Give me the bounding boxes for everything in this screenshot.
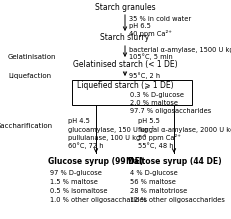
Text: 40 ppm Ca²⁺: 40 ppm Ca²⁺ bbox=[129, 30, 172, 37]
Text: glucoamylase, 150 U kg⁻¹: glucoamylase, 150 U kg⁻¹ bbox=[68, 126, 154, 133]
Text: Gelatinised starch (< 1 DE): Gelatinised starch (< 1 DE) bbox=[73, 60, 177, 69]
Text: bacterial α-amylase, 1500 U kg⁻¹: bacterial α-amylase, 1500 U kg⁻¹ bbox=[129, 46, 231, 53]
Text: 12 % other oligosaccharides: 12 % other oligosaccharides bbox=[130, 197, 225, 203]
Text: 55°C, 48 h: 55°C, 48 h bbox=[138, 142, 173, 149]
Text: Gelatinisation: Gelatinisation bbox=[8, 54, 56, 60]
Text: 56 % maltose: 56 % maltose bbox=[130, 179, 176, 185]
Text: 2.0 % maltose: 2.0 % maltose bbox=[130, 100, 178, 106]
Text: Maltose syrup (44 DE): Maltose syrup (44 DE) bbox=[126, 157, 222, 166]
Text: Starch granules: Starch granules bbox=[95, 2, 155, 12]
Text: Liquefied starch (⩾ 1 DE): Liquefied starch (⩾ 1 DE) bbox=[77, 81, 173, 90]
Text: 97.7 % oligosaccharides: 97.7 % oligosaccharides bbox=[130, 108, 211, 114]
Text: pH 4.5: pH 4.5 bbox=[68, 118, 90, 124]
Text: 35 % in cold water: 35 % in cold water bbox=[129, 16, 191, 22]
Text: 0.5 % isomaltose: 0.5 % isomaltose bbox=[50, 188, 107, 194]
Text: 60°C, 72 h: 60°C, 72 h bbox=[68, 142, 103, 149]
Text: pH 5.5: pH 5.5 bbox=[138, 118, 160, 124]
Text: pullulanase, 100 U kg⁻¹: pullulanase, 100 U kg⁻¹ bbox=[68, 134, 146, 141]
Text: 105°C, 5 min: 105°C, 5 min bbox=[129, 53, 173, 60]
Text: pH 6.5: pH 6.5 bbox=[129, 23, 151, 29]
Text: fungal α-amylase, 2000 U kg⁻¹: fungal α-amylase, 2000 U kg⁻¹ bbox=[138, 126, 231, 133]
Text: 95°C, 2 h: 95°C, 2 h bbox=[129, 72, 160, 79]
Bar bbox=[72, 80, 192, 105]
Text: Saccharification: Saccharification bbox=[0, 123, 53, 129]
Text: Glucose syrup (99 DE): Glucose syrup (99 DE) bbox=[48, 157, 144, 166]
Text: 28 % maltotriose: 28 % maltotriose bbox=[130, 188, 187, 194]
Text: Starch slurry: Starch slurry bbox=[100, 34, 149, 42]
Text: 97 % D-glucose: 97 % D-glucose bbox=[50, 170, 102, 176]
Text: 1.5 % maltose: 1.5 % maltose bbox=[50, 179, 98, 185]
Text: 50 ppm Ca²⁺: 50 ppm Ca²⁺ bbox=[138, 134, 181, 141]
Text: 0.3 % D-glucose: 0.3 % D-glucose bbox=[130, 92, 184, 98]
Text: 4 % D-glucose: 4 % D-glucose bbox=[130, 170, 178, 176]
Text: 1.0 % other oligosaccharides: 1.0 % other oligosaccharides bbox=[50, 197, 147, 203]
Text: Liquefaction: Liquefaction bbox=[9, 73, 52, 79]
